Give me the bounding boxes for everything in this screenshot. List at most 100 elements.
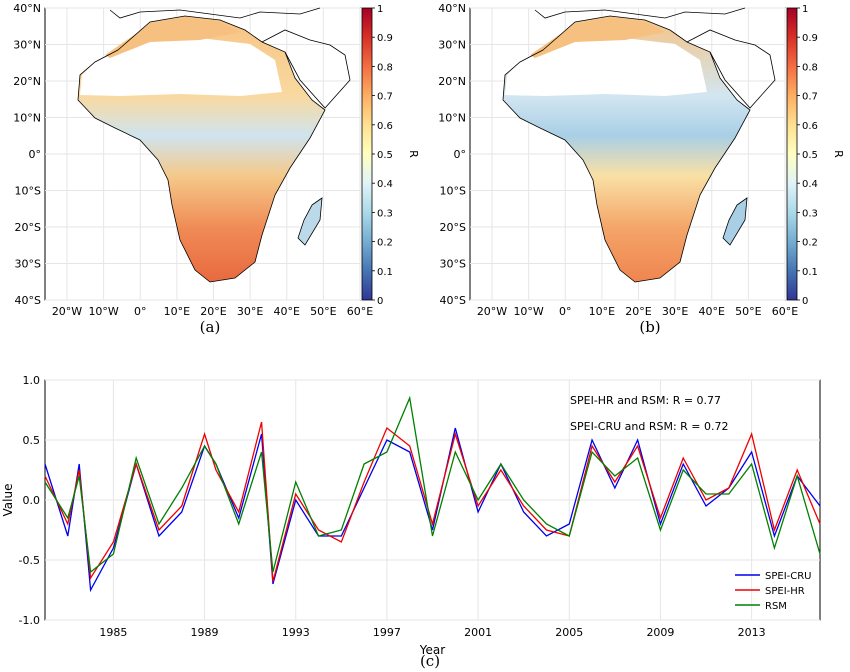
legend-label: RSM xyxy=(765,601,787,612)
x-tick-label: 1989 xyxy=(191,626,219,639)
colorbar-tick-label: 0.6 xyxy=(802,121,818,132)
y-tick-label: 0.5 xyxy=(23,434,41,447)
x-tick-label: 10°E xyxy=(164,305,190,318)
arabia-coastline xyxy=(686,29,776,109)
colorbar-tick-label: 0.5 xyxy=(377,150,393,161)
caption-b: (b) xyxy=(639,318,661,336)
y-tick-label: -1.0 xyxy=(19,614,40,627)
x-tick-label: 30°E xyxy=(237,305,263,318)
y-tick-label: -0.5 xyxy=(19,554,40,567)
caption-c: (c) xyxy=(419,652,441,670)
colorbar-label: R xyxy=(832,150,845,158)
x-tick-label: 0° xyxy=(134,305,147,318)
x-tick-label: 40°E xyxy=(274,305,300,318)
x-tick-label: 2005 xyxy=(555,626,583,639)
africa-coastline xyxy=(502,15,751,283)
colorbar-tick-label: 0.9 xyxy=(802,33,818,44)
x-tick-label: 50°E xyxy=(735,305,761,318)
x-tick-label: 10°W xyxy=(513,305,543,318)
europe-coastline xyxy=(534,7,746,19)
colorbar-tick-label: 1 xyxy=(377,4,383,15)
series-line-spei-hr xyxy=(44,421,821,582)
y-tick-label: 20°S xyxy=(15,221,41,234)
y-tick-label: 40°S xyxy=(440,294,466,307)
colorbar-tick-label: 0.7 xyxy=(802,92,818,103)
x-tick-label: 1997 xyxy=(373,626,401,639)
colorbar xyxy=(786,7,798,301)
colorbar-tick-label: 0.9 xyxy=(377,33,393,44)
y-axis-label: Value xyxy=(1,484,15,517)
x-axis-label: Year xyxy=(419,643,445,657)
colorbar-tick-label: 0.2 xyxy=(377,238,393,249)
x-tick-label: 30°E xyxy=(662,305,688,318)
x-tick-label: 20°E xyxy=(625,305,651,318)
timeseries-panel-c: 1.0 0.5 0.0 -0.5 -1.0 1985 1989 1993 1997 2001 200… xyxy=(1,374,821,657)
x-tick-label: 60°E xyxy=(772,305,798,318)
y-tick-label: 40°N xyxy=(13,2,41,15)
map-panel-b: 20°W 10°W 0° 10°E 20°E 30°E 40°E 50°E 60°E 40°N 30… xyxy=(438,2,845,318)
x-tick-label: 10°W xyxy=(88,305,118,318)
y-tick-label: 40°N xyxy=(438,2,466,15)
colorbar-tick-label: 0 xyxy=(802,296,808,307)
y-tick-label: 30°N xyxy=(438,39,466,52)
series-line-rsm xyxy=(44,395,821,574)
north-africa-strip xyxy=(530,18,665,58)
x-tick-label: 40°E xyxy=(699,305,725,318)
y-tick-label: 0.0 xyxy=(23,494,41,507)
legend-label: SPEI-HR xyxy=(765,586,805,597)
x-tick-label: 20°E xyxy=(200,305,226,318)
x-tick-label: 1985 xyxy=(99,626,127,639)
x-tick-label: 2009 xyxy=(646,626,674,639)
caption-a: (a) xyxy=(199,318,221,336)
colorbar-tick-label: 0.3 xyxy=(377,208,393,219)
north-africa-strip xyxy=(105,18,240,58)
y-tick-label: 30°N xyxy=(13,39,41,52)
y-tick-label: 30°S xyxy=(15,258,41,271)
y-tick-label: 40°S xyxy=(15,294,41,307)
arabia-coastline xyxy=(261,29,351,109)
series-line-spei-cru xyxy=(44,427,821,593)
colorbar-tick-label: 0.4 xyxy=(802,179,818,190)
x-tick-label: 2001 xyxy=(464,626,492,639)
x-tick-label: 0° xyxy=(559,305,572,318)
y-tick-label: 0° xyxy=(29,148,42,161)
sahara-mask xyxy=(505,38,707,96)
map-panel-a: 20°W 10°W 0° 10°E 20°E 30°E 40°E 50°E 60°E 40°N 30… xyxy=(13,2,420,318)
x-tick-label: 20°W xyxy=(477,305,507,318)
y-tick-label: 20°N xyxy=(438,75,466,88)
y-tick-label: 10°N xyxy=(438,112,466,125)
africa-coastline xyxy=(77,15,326,283)
colorbar-tick-label: 0.8 xyxy=(802,62,818,73)
legend-label: SPEI-CRU xyxy=(765,571,812,582)
x-tick-label: 1993 xyxy=(282,626,310,639)
y-tick-label: 10°S xyxy=(440,185,466,198)
colorbar-tick-label: 0.6 xyxy=(377,121,393,132)
x-tick-label: 20°W xyxy=(52,305,82,318)
x-tick-label: 10°E xyxy=(589,305,615,318)
colorbar-tick-label: 0.5 xyxy=(802,150,818,161)
x-tick-label: 50°E xyxy=(310,305,336,318)
madagascar xyxy=(297,197,323,246)
x-tick-label: 60°E xyxy=(347,305,373,318)
sahara-mask xyxy=(80,38,282,96)
colorbar-tick-label: 0.7 xyxy=(377,92,393,103)
colorbar xyxy=(361,7,373,301)
colorbar-tick-label: 0.1 xyxy=(377,267,393,278)
y-tick-label: 20°S xyxy=(440,221,466,234)
europe-coastline xyxy=(109,7,321,19)
colorbar-tick-label: 0.3 xyxy=(802,208,818,219)
y-tick-label: 10°S xyxy=(15,185,41,198)
y-tick-label: 0° xyxy=(454,148,467,161)
colorbar-tick-label: 0.1 xyxy=(802,267,818,278)
y-tick-label: 1.0 xyxy=(23,374,41,387)
madagascar xyxy=(722,197,748,246)
y-tick-label: 10°N xyxy=(13,112,41,125)
colorbar-tick-label: 0.8 xyxy=(377,62,393,73)
annotation-hr-rsm: SPEI-HR and RSM: R = 0.77 xyxy=(570,394,721,407)
y-tick-label: 20°N xyxy=(13,75,41,88)
colorbar-tick-label: 1 xyxy=(802,4,808,15)
y-tick-label: 30°S xyxy=(440,258,466,271)
colorbar-tick-label: 0 xyxy=(377,296,383,307)
colorbar-tick-label: 0.2 xyxy=(802,238,818,249)
annotation-cru-rsm: SPEI-CRU and RSM: R = 0.72 xyxy=(570,420,729,433)
